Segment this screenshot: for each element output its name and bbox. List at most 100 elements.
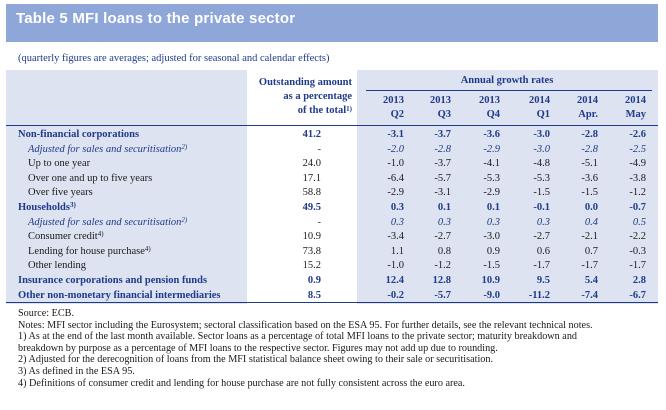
outstanding-cell: -: [317, 143, 322, 155]
growth-cell: -3.0: [533, 129, 550, 140]
table-row: Adjusted for sales and securitisation2) -…: [6, 215, 658, 231]
growth-cell: -2.5: [629, 143, 646, 155]
growth-cell: -2.8: [581, 143, 598, 155]
outstanding-header-line-3: of the total1): [250, 104, 352, 117]
row-label-footnote: 2): [181, 142, 188, 151]
table-row: Consumer credit4) 10.9 -3.4 -2.7 -3.0 -2.7 -2.…: [6, 230, 658, 245]
growth-cell: -1.7: [629, 260, 646, 272]
growth-cell: -4.9: [629, 158, 646, 170]
outstanding-cell: 17.1: [302, 172, 321, 184]
row-label: Up to one year: [28, 158, 90, 169]
table-row: Insurance corporations and pension funds…: [6, 275, 658, 289]
period-sub-5: May: [625, 109, 646, 120]
growth-cell: -2.7: [434, 231, 451, 243]
row-label-text: Other lending: [28, 260, 87, 272]
period-year-3: 2014: [529, 95, 550, 106]
growth-cell: -3.6: [581, 172, 598, 184]
note-line: 3) As defined in the ESA 95.: [18, 365, 135, 377]
growth-cell: 9.5: [536, 275, 550, 286]
row-label-footnote: 4): [144, 244, 151, 253]
table-subtitle: (quarterly figures are averages; adjuste…: [18, 53, 330, 64]
row-label-text: Insurance corporations and pension funds: [18, 275, 208, 286]
growth-cell: -5.7: [434, 289, 451, 301]
period-sub-4: Apr.: [578, 109, 598, 120]
growth-cell: -1.0: [387, 260, 404, 272]
growth-cell: -1.5: [533, 187, 550, 199]
growth-cell: -3.4: [387, 231, 404, 243]
growth-cell: -3.7: [434, 158, 451, 170]
outstanding-cell: 41.2: [302, 129, 321, 140]
growth-cell: 0.3: [536, 216, 550, 228]
growth-cell: -2.8: [581, 129, 598, 140]
growth-cell: -2.1: [581, 231, 598, 243]
row-label-text: Non-financial corporations: [18, 129, 140, 140]
title-bar: Table 5 MFI loans to the private sector: [6, 4, 658, 42]
row-label-text: Adjusted for sales and securitisation: [28, 216, 182, 228]
row-label: Over one and up to five years: [28, 173, 152, 184]
row-label: Adjusted for sales and securitisation2): [28, 142, 188, 155]
growth-cell: -3.1: [434, 187, 451, 199]
period-sub-0: Q2: [390, 109, 404, 120]
growth-cell: -2.9: [387, 187, 404, 199]
notes-block: Source: ECB. Notes: MFI sector including …: [18, 308, 658, 389]
table-title: Table 5 MFI loans to the private sector: [16, 10, 296, 27]
growth-cell: 0.7: [584, 245, 598, 257]
growth-cell: -2.2: [629, 231, 646, 243]
growth-cell: -1.5: [581, 187, 598, 199]
period-year-2: 2013: [479, 95, 500, 106]
growth-cell: 0.5: [632, 216, 646, 228]
period-year-4: 2014: [577, 95, 598, 106]
growth-cell: 0.9: [486, 245, 500, 257]
row-label: Insurance corporations and pension funds: [18, 275, 207, 286]
growth-cell: 12.4: [385, 275, 404, 286]
note-line: 4) Definitions of consumer credit and le…: [18, 377, 465, 389]
outstanding-cell: 10.9: [302, 231, 321, 243]
footer-rule: [6, 302, 658, 303]
row-label-footnote: 4): [97, 230, 104, 239]
growth-cell: 12.8: [432, 275, 451, 286]
row-label-text: Households: [18, 202, 70, 213]
growth-cell: -3.0: [533, 143, 550, 155]
period-year-0: 2013: [383, 95, 404, 106]
table-row: Up to one year 24.0 -1.0 -3.7 -4.1 -4.8 -5.1 -4…: [6, 158, 658, 172]
growth-cell: -3.0: [483, 231, 500, 243]
row-label-text: Up to one year: [28, 158, 91, 170]
growth-cell: -5.3: [483, 172, 500, 184]
growth-cell: -5.1: [581, 158, 598, 170]
table-panel: Table 5 MFI loans to the private sector …: [6, 4, 658, 404]
growth-cell: -1.2: [629, 187, 646, 199]
period-year-5: 2014: [625, 95, 646, 106]
row-label-footnote: 2): [181, 215, 188, 224]
growth-cell: 0.3: [390, 216, 404, 228]
growth-cell: -3.7: [434, 129, 451, 140]
growth-cell: -5.3: [533, 172, 550, 184]
growth-cell: -5.7: [434, 172, 451, 184]
growth-cell: -6.7: [629, 289, 646, 301]
growth-cell: -3.1: [387, 129, 404, 140]
outstanding-cell: 0.9: [307, 275, 321, 286]
growth-cell: 0.6: [536, 245, 550, 257]
note-line: Notes: MFI sector including the Eurosyst…: [18, 319, 593, 331]
outstanding-cell: 8.5: [307, 289, 321, 301]
growth-cell: -2.6: [629, 129, 646, 140]
growth-cell: -2.0: [387, 143, 404, 155]
row-label: Other non-monetary financial intermediar…: [18, 290, 221, 301]
row-label: Consumer credit4): [28, 230, 104, 242]
outstanding-cell: 58.8: [302, 187, 321, 199]
row-label-text: Other non-monetary financial intermediar…: [18, 289, 221, 301]
period-sub-3: Q1: [536, 109, 550, 120]
growth-cell: 0.1: [437, 202, 451, 213]
table-row: Non-financial corporations 41.2 -3.1 -3.7 -3…: [6, 129, 658, 143]
period-year-1: 2013: [430, 95, 451, 106]
table-row: Other non-monetary financial intermediar…: [6, 290, 658, 304]
growth-cell: 0.3: [486, 216, 500, 228]
growth-cell: -0.1: [533, 202, 550, 213]
table-row: Adjusted for sales and securitisation2) -…: [6, 142, 658, 158]
growth-cell: -9.0: [483, 289, 500, 301]
row-label-footnote: 3): [69, 201, 76, 209]
growth-cell: -2.7: [533, 231, 550, 243]
growth-cell: -2.8: [434, 143, 451, 155]
outstanding-header-line-1: Outstanding amount: [258, 77, 352, 88]
growth-cell: -6.4: [387, 172, 404, 184]
growth-cell: -4.8: [533, 158, 550, 170]
